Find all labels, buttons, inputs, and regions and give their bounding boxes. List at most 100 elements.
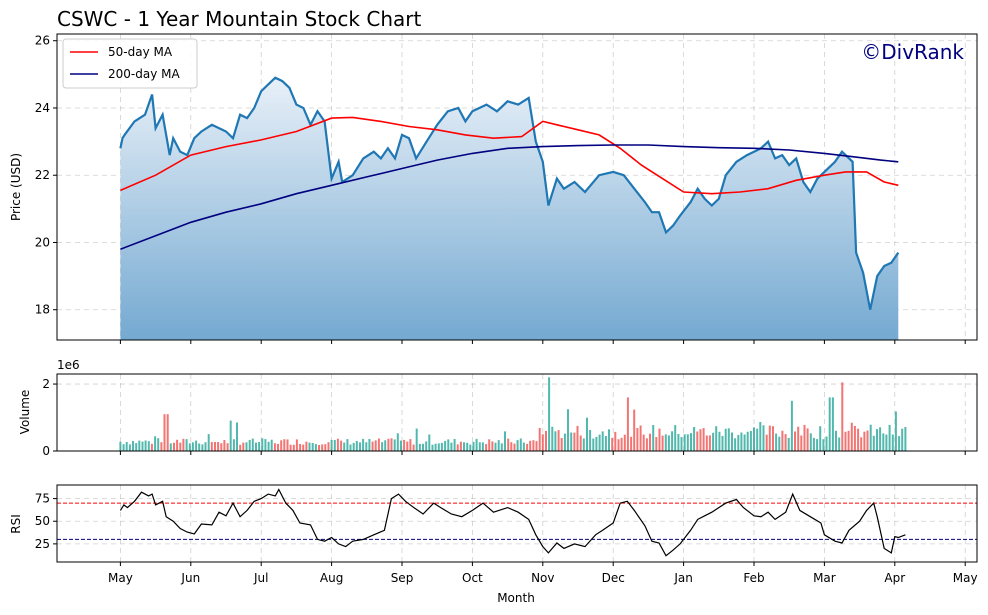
- y-tick-label: 75: [35, 492, 50, 506]
- volume-bar: [251, 438, 254, 451]
- volume-bar: [362, 438, 365, 451]
- volume-bar: [466, 442, 469, 451]
- volume-bar: [425, 441, 428, 451]
- x-tick-label: Aug: [320, 571, 343, 585]
- x-tick-label: May: [108, 571, 133, 585]
- volume-bar: [816, 439, 819, 451]
- volume-bar: [182, 438, 185, 451]
- volume-bar: [538, 428, 541, 451]
- x-tick-label: Sep: [391, 571, 414, 585]
- volume-bar: [768, 425, 771, 451]
- volume-bar: [349, 444, 352, 451]
- y-tick-label: 24: [35, 101, 50, 115]
- volume-bar: [790, 400, 793, 451]
- volume-bar: [144, 440, 147, 451]
- volume-bar: [872, 435, 875, 451]
- volume-bar: [557, 430, 560, 451]
- volume-bar: [835, 430, 837, 451]
- volume-bar: [693, 427, 696, 451]
- volume-bar: [772, 426, 774, 451]
- volume-bar: [286, 439, 289, 451]
- volume-bar: [680, 437, 683, 451]
- volume-bar: [838, 437, 841, 451]
- volume-bar: [409, 439, 412, 451]
- volume-bar: [822, 439, 825, 451]
- volume-bar: [229, 420, 232, 451]
- volume-bar: [450, 442, 453, 451]
- x-tick-label: Feb: [743, 571, 764, 585]
- volume-bar: [481, 442, 484, 451]
- volume-bar: [762, 425, 765, 451]
- rsi-y-axis-label: RSI: [9, 514, 23, 534]
- volume-bar: [267, 441, 270, 451]
- x-tick-label: Apr: [884, 571, 905, 585]
- volume-bar: [882, 433, 885, 451]
- volume-bar: [560, 438, 563, 451]
- volume-bar: [308, 442, 311, 451]
- volume-bar: [135, 443, 138, 451]
- volume-bar: [891, 434, 894, 451]
- volume-bar: [850, 422, 853, 451]
- volume-bar: [393, 439, 396, 451]
- volume-bar: [690, 433, 692, 451]
- volume-bar: [522, 442, 525, 451]
- volume-bar: [901, 428, 904, 451]
- volume-bar: [724, 428, 727, 451]
- y-tick-label: 25: [35, 537, 50, 551]
- volume-bar: [475, 438, 478, 451]
- volume-bar: [608, 429, 610, 451]
- volume-bar: [333, 440, 336, 451]
- volume-bar: [255, 442, 257, 451]
- x-tick-label: Dec: [602, 571, 625, 585]
- volume-bar: [210, 442, 213, 451]
- volume-bar: [551, 426, 554, 451]
- volume-bar: [355, 441, 358, 451]
- volume-bar: [526, 443, 529, 451]
- volume-bar: [904, 427, 907, 451]
- volume-bar: [314, 444, 317, 451]
- volume-bar: [232, 439, 235, 451]
- y-tick-label: 0: [42, 444, 50, 458]
- volume-bar: [248, 440, 251, 451]
- volume-bar: [683, 434, 686, 451]
- volume-bar: [431, 444, 434, 451]
- volume-bar: [147, 441, 150, 451]
- volume-bar: [529, 440, 532, 451]
- volume-bar: [642, 434, 645, 451]
- volume-bar: [652, 425, 655, 451]
- volume-bar: [734, 438, 737, 451]
- volume-bar: [214, 442, 216, 451]
- volume-bar: [198, 443, 201, 451]
- price-axes-frame: [56, 33, 978, 341]
- volume-bar: [173, 442, 175, 451]
- volume-bar: [191, 442, 194, 451]
- volume-y-axis-label: Volume: [18, 390, 32, 435]
- rsi-axes-frame: [56, 484, 978, 563]
- volume-bar: [743, 434, 746, 451]
- volume-bar: [819, 426, 822, 451]
- y-tick-label: 18: [35, 303, 50, 317]
- volume-bar: [311, 443, 314, 451]
- volume-bar: [336, 438, 339, 451]
- volume-bar: [645, 438, 648, 451]
- volume-bar: [283, 439, 286, 451]
- volume-bar: [352, 442, 355, 451]
- volume-bar: [885, 434, 888, 451]
- x-tick-label: Jun: [180, 571, 200, 585]
- price-y-ticks: 18 20 22 24 26: [35, 34, 57, 317]
- volume-bar: [403, 439, 406, 451]
- price-line: [119, 76, 900, 310]
- volume-bar: [756, 428, 759, 451]
- volume-bar: [686, 434, 689, 451]
- volume-bar: [176, 439, 179, 451]
- volume-bar: [825, 436, 828, 451]
- volume-bar: [831, 397, 834, 451]
- volume-bar: [141, 441, 144, 451]
- volume-bar: [617, 439, 620, 451]
- volume-bar: [806, 428, 809, 451]
- volume-bar: [860, 437, 863, 451]
- volume-bar: [784, 434, 787, 451]
- volume-bar: [500, 443, 503, 451]
- volume-bar: [554, 431, 557, 451]
- volume-bar: [507, 438, 510, 451]
